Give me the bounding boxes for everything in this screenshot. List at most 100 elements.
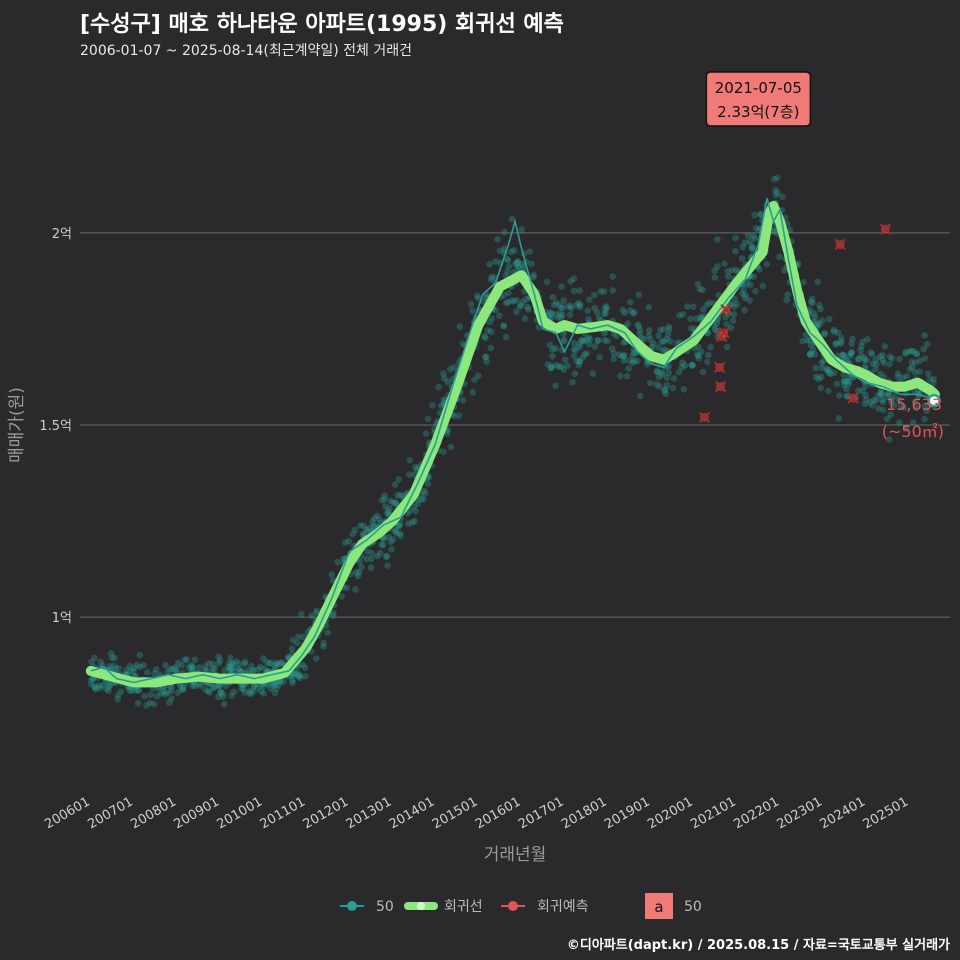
data-point <box>839 351 846 359</box>
data-point <box>220 701 228 708</box>
data-point <box>759 282 767 290</box>
data-point <box>91 683 98 690</box>
data-point <box>552 310 560 318</box>
data-point <box>564 302 572 310</box>
data-point <box>524 303 531 311</box>
data-point <box>191 656 199 664</box>
data-point <box>883 415 891 423</box>
data-point <box>875 404 882 412</box>
data-point <box>519 298 527 306</box>
data-point <box>292 668 300 676</box>
data-point <box>553 362 560 369</box>
data-point <box>906 348 913 355</box>
data-point <box>302 672 309 680</box>
data-point <box>800 279 807 286</box>
data-point <box>560 366 568 373</box>
data-point <box>877 370 884 378</box>
data-point <box>298 610 305 618</box>
data-point <box>273 661 281 669</box>
data-point <box>510 247 518 254</box>
data-point <box>845 380 852 388</box>
data-point <box>507 248 515 256</box>
data-point <box>921 355 929 362</box>
data-point <box>235 660 243 668</box>
x-tick-label: 202401 <box>818 794 868 832</box>
data-point <box>383 552 391 560</box>
data-point <box>926 376 933 383</box>
data-point <box>550 301 558 309</box>
data-point <box>687 325 695 332</box>
data-point <box>396 530 404 537</box>
y-tick-label: 2억 <box>52 227 72 242</box>
data-point <box>482 353 490 361</box>
data-point <box>661 386 669 393</box>
data-point <box>409 519 416 526</box>
data-point <box>570 287 578 295</box>
data-point <box>227 665 234 673</box>
data-point <box>861 383 869 390</box>
data-point <box>296 671 304 678</box>
data-point <box>420 487 428 495</box>
data-point <box>830 328 838 336</box>
legend-text-key-glyph: a <box>654 898 663 916</box>
data-point <box>548 362 556 369</box>
data-point <box>711 326 719 333</box>
data-point <box>549 293 557 301</box>
data-point <box>525 306 532 313</box>
data-point <box>486 261 493 268</box>
data-point <box>586 340 593 348</box>
data-point <box>103 685 110 692</box>
data-point <box>908 347 915 355</box>
data-point <box>879 351 886 359</box>
data-point <box>362 525 370 533</box>
max-annotation-box <box>705 71 812 127</box>
data-point <box>106 683 113 690</box>
data-point <box>183 656 191 663</box>
data-point <box>619 306 627 314</box>
data-point <box>602 303 610 310</box>
data-point <box>469 389 477 396</box>
data-point <box>492 306 499 314</box>
data-point <box>378 497 386 504</box>
data-point <box>324 629 331 636</box>
data-point <box>130 664 138 672</box>
x-tick-label: 201601 <box>473 794 523 832</box>
data-point <box>695 352 702 359</box>
data-point <box>836 392 843 399</box>
data-point <box>385 508 392 515</box>
data-point <box>241 658 249 666</box>
x-axis-title: 거래년월 <box>484 845 547 865</box>
data-point <box>351 526 359 534</box>
data-point <box>255 666 262 673</box>
data-point <box>732 266 740 274</box>
data-point <box>557 314 565 321</box>
data-point <box>151 669 158 677</box>
data-point <box>214 682 222 690</box>
data-point <box>657 326 664 334</box>
data-point <box>560 338 568 345</box>
data-point <box>679 311 687 318</box>
data-point <box>817 305 824 313</box>
data-point <box>749 244 757 252</box>
data-point <box>620 357 628 364</box>
data-point <box>288 645 296 652</box>
data-point <box>855 387 862 394</box>
prediction-marker <box>720 304 732 316</box>
data-point <box>902 348 910 356</box>
data-point <box>887 411 894 418</box>
data-point <box>229 664 236 672</box>
data-point <box>783 296 790 304</box>
data-point <box>300 633 307 641</box>
data-point <box>594 309 601 316</box>
data-point <box>573 301 581 309</box>
data-point <box>514 258 522 265</box>
legend-label: 50 <box>376 899 394 915</box>
data-point <box>503 299 510 307</box>
data-point <box>253 684 261 692</box>
data-point <box>291 670 298 678</box>
data-point <box>376 549 384 557</box>
data-point <box>257 687 265 695</box>
data-point <box>275 660 282 668</box>
data-point <box>749 232 757 240</box>
prediction-cross <box>720 304 732 316</box>
